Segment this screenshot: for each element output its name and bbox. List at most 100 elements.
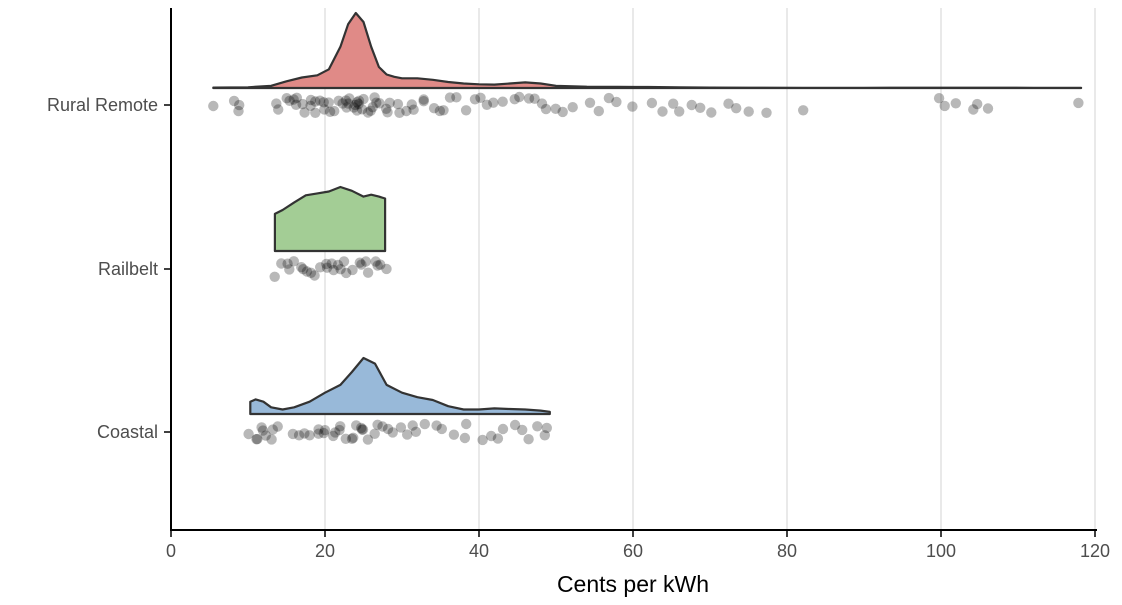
- data-point: [319, 104, 330, 115]
- y-tick-label: Coastal: [97, 422, 158, 442]
- data-point: [271, 98, 282, 109]
- data-point: [382, 107, 393, 118]
- data-point: [418, 96, 429, 107]
- data-point: [541, 422, 552, 434]
- data-point: [252, 433, 263, 445]
- data-point: [428, 103, 440, 114]
- data-point: [532, 421, 543, 432]
- data-point: [281, 93, 292, 104]
- data-point: [509, 94, 520, 105]
- data-point: [950, 98, 961, 109]
- data-point: [260, 430, 271, 441]
- data-point: [365, 105, 376, 117]
- data-point: [603, 92, 615, 104]
- data-point: [305, 267, 317, 278]
- x-tick-label: 120: [1080, 541, 1110, 561]
- data-point: [335, 421, 346, 432]
- data-point: [362, 434, 374, 445]
- data-point: [228, 95, 240, 107]
- data-point: [321, 258, 332, 270]
- data-point: [939, 100, 950, 112]
- data-point: [348, 432, 359, 443]
- data-point: [459, 432, 471, 444]
- data-point: [377, 421, 388, 432]
- data-point: [497, 423, 509, 435]
- data-point: [340, 433, 351, 444]
- data-point: [333, 95, 344, 107]
- data-point: [486, 430, 497, 442]
- data-point: [401, 105, 412, 117]
- data-point: [233, 105, 244, 117]
- data-point: [350, 99, 361, 111]
- data-point: [313, 428, 324, 439]
- data-point: [360, 256, 372, 267]
- data-point: [298, 264, 309, 275]
- data-point: [706, 107, 717, 118]
- data-point: [362, 267, 374, 278]
- data-point: [315, 262, 326, 273]
- data-point: [310, 96, 321, 107]
- data-point: [1073, 97, 1084, 109]
- data-point: [492, 433, 504, 444]
- data-point: [402, 429, 413, 440]
- data-point: [344, 93, 355, 104]
- data-point: [410, 426, 422, 437]
- data-point: [418, 94, 429, 105]
- data-point: [419, 418, 430, 430]
- data-point: [584, 97, 596, 109]
- data-point: [481, 99, 493, 111]
- data-point: [407, 420, 418, 431]
- data-point: [351, 97, 363, 108]
- data-point: [282, 258, 293, 269]
- data-point: [337, 98, 348, 109]
- density-cloud-rural-remote: [212, 11, 1083, 90]
- data-point: [436, 423, 447, 435]
- data-point: [434, 105, 446, 117]
- data-point: [357, 424, 369, 435]
- data-point: [326, 258, 337, 269]
- data-point: [444, 92, 456, 103]
- data-point: [276, 258, 287, 269]
- data-point: [301, 266, 313, 277]
- data-point: [367, 102, 378, 113]
- data-point: [351, 105, 363, 116]
- data-point: [375, 259, 386, 270]
- data-point: [291, 92, 302, 104]
- data-point: [394, 107, 405, 119]
- data-point: [451, 92, 462, 103]
- x-tick-label: 20: [315, 541, 335, 561]
- data-point: [509, 419, 521, 431]
- data-point: [319, 425, 331, 436]
- density-clouds: [212, 11, 1083, 416]
- data-point: [284, 95, 295, 107]
- data-point: [351, 420, 362, 431]
- data-point: [356, 424, 368, 435]
- data-point: [329, 105, 340, 117]
- data-point: [334, 424, 345, 436]
- data-point: [313, 424, 324, 435]
- density-cloud-coastal: [249, 356, 551, 416]
- data-point: [299, 107, 310, 118]
- data-point: [273, 104, 284, 115]
- x-tick-label: 100: [926, 541, 956, 561]
- data-point: [695, 102, 706, 114]
- data-point: [431, 420, 442, 431]
- data-point: [293, 430, 305, 441]
- data-point: [723, 98, 734, 109]
- data-point: [305, 94, 317, 106]
- data-point: [318, 427, 329, 439]
- points-rural-remote: [208, 91, 1084, 119]
- data-point: [288, 94, 299, 105]
- data-point: [461, 418, 472, 430]
- data-point: [353, 98, 364, 110]
- data-point: [324, 106, 336, 118]
- data-point: [323, 97, 334, 108]
- data-point: [395, 422, 407, 433]
- data-point: [340, 95, 352, 106]
- points-railbelt: [269, 256, 392, 282]
- data-point: [567, 102, 578, 113]
- data-point: [523, 93, 535, 104]
- data-point: [321, 262, 333, 273]
